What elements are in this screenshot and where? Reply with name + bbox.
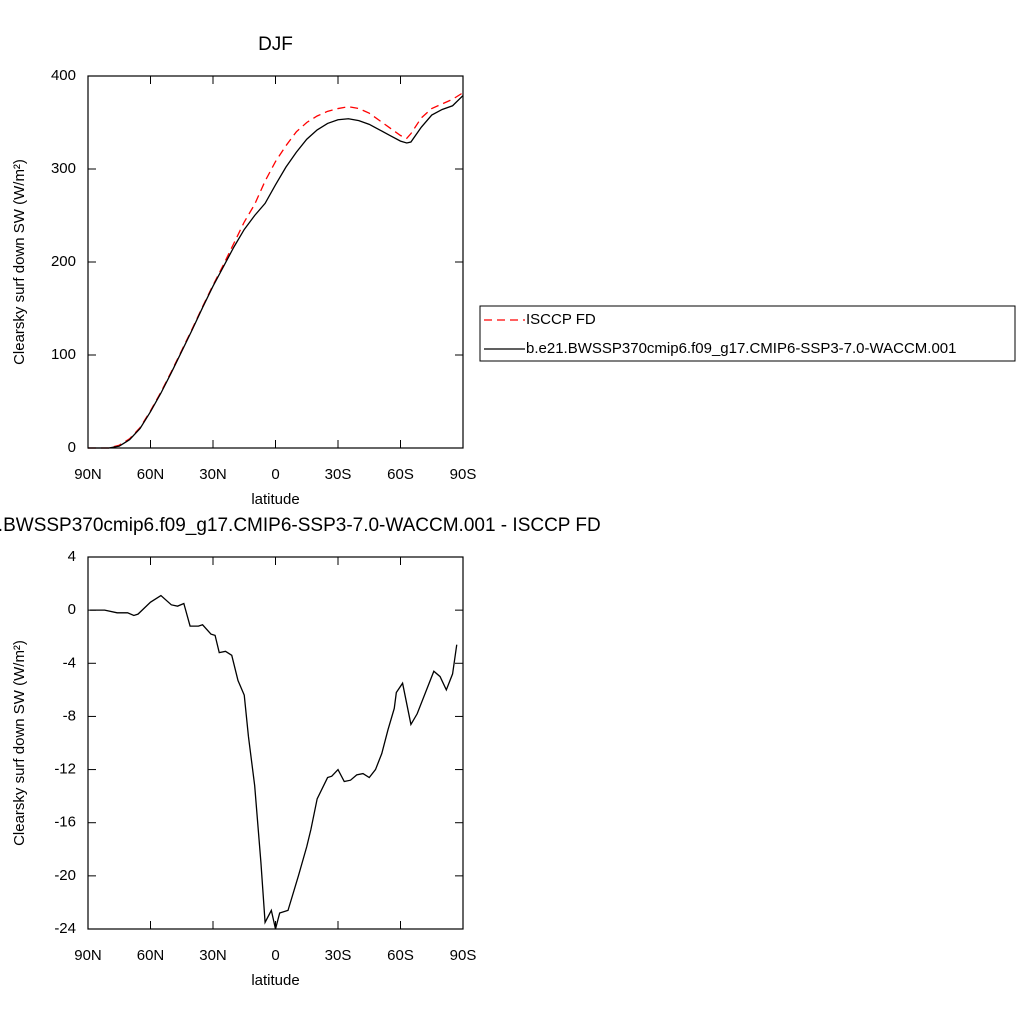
x-tick-label: 60N [137,466,165,483]
x-tick-label: 90S [450,947,477,964]
y-tick-label: -20 [54,867,76,884]
y-tick-label: 0 [68,439,76,456]
x-tick-label: 60N [137,947,165,964]
x-tick-label: 90S [450,466,477,483]
plot-frame [87,556,464,930]
chart-title: b.e21.BWSSP370cmip6.f09_g17.CMIP6-SSP3-7… [0,515,601,536]
x-axis-label: latitude [251,491,299,508]
y-axis-label: Clearsky surf down SW (W/m²) [11,159,28,365]
y-axis-label: Clearsky surf down SW (W/m²) [11,640,28,846]
y-tick-label: -8 [63,707,76,724]
x-tick-label: 90N [74,947,102,964]
data-line [90,594,458,930]
y-tick-label: 400 [51,67,76,84]
y-tick-label: -4 [63,654,76,671]
x-tick-label: 90N [74,466,102,483]
data-line [88,92,464,449]
y-tick-label: -16 [54,814,76,831]
x-tick-label: 60S [387,947,414,964]
y-tick-label: 100 [51,346,76,363]
y-tick-label: 4 [68,548,76,565]
y-tick-label: -12 [54,761,76,778]
y-tick-label: -24 [54,920,76,937]
x-tick-label: 30N [199,466,227,483]
x-tick-label: 30N [199,947,227,964]
y-tick-label: 0 [68,601,76,618]
legend-box [479,305,1016,362]
x-tick-label: 30S [325,947,352,964]
legend: ISCCP FD b.e21.BWSSP370cmip6.f09_g17.CMIP… [479,305,1016,362]
plot-frame [87,75,464,449]
x-tick-label: 0 [271,466,279,483]
x-tick-label: 30S [325,466,352,483]
x-axis-label: latitude [251,972,299,989]
legend-label: b.e21.BWSSP370cmip6.f09_g17.CMIP6-SSP3-7… [526,340,956,357]
chart-title: DJF [258,34,293,55]
x-tick-label: 0 [271,947,279,964]
y-tick-label: 300 [51,160,76,177]
data-line [88,95,464,449]
legend-label: ISCCP FD [526,311,596,328]
x-tick-label: 60S [387,466,414,483]
y-tick-label: 200 [51,253,76,270]
